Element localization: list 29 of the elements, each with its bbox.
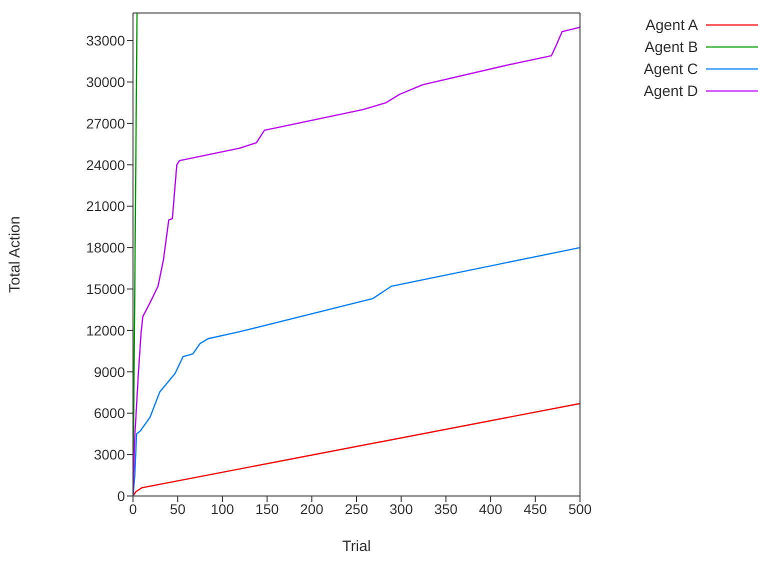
x-tick-label: 450 <box>524 500 548 517</box>
x-tick-label: 350 <box>434 500 458 517</box>
y-tick-label: 0 <box>117 488 126 504</box>
y-tick-label: 21000 <box>86 198 126 214</box>
y-tick-label: 33000 <box>86 32 126 49</box>
y-tick-label: 27000 <box>86 115 126 132</box>
y-tick-label: 6000 <box>94 405 126 422</box>
y-tick-label: 15000 <box>86 280 126 297</box>
x-tick-label: 250 <box>344 500 368 517</box>
x-tick-label: 50 <box>170 500 186 517</box>
y-tick-label: 30000 <box>86 74 126 90</box>
legend-label: Agent C <box>642 60 698 78</box>
x-tick-label: 400 <box>478 500 502 517</box>
x-tick-label: 200 <box>300 500 324 517</box>
y-tick-label: 9000 <box>94 364 126 380</box>
y-tick-label: 12000 <box>86 322 126 338</box>
x-tick-label: 300 <box>390 500 414 517</box>
legend-label: Agent B <box>644 38 698 56</box>
legend-label: Agent D <box>642 82 698 100</box>
y-tick-label: 3000 <box>94 446 126 463</box>
x-axis-title: Trial <box>342 538 371 555</box>
legend-label: Agent A <box>644 16 698 34</box>
x-tick-label: 150 <box>255 500 279 517</box>
x-tick-label: 0 <box>129 500 138 517</box>
y-axis-title: Total Action <box>6 216 24 293</box>
y-tick-label: 18000 <box>86 240 126 256</box>
x-tick-label: 500 <box>568 500 592 517</box>
y-tick-label: 24000 <box>86 156 126 173</box>
x-tick-label: 100 <box>210 500 234 517</box>
